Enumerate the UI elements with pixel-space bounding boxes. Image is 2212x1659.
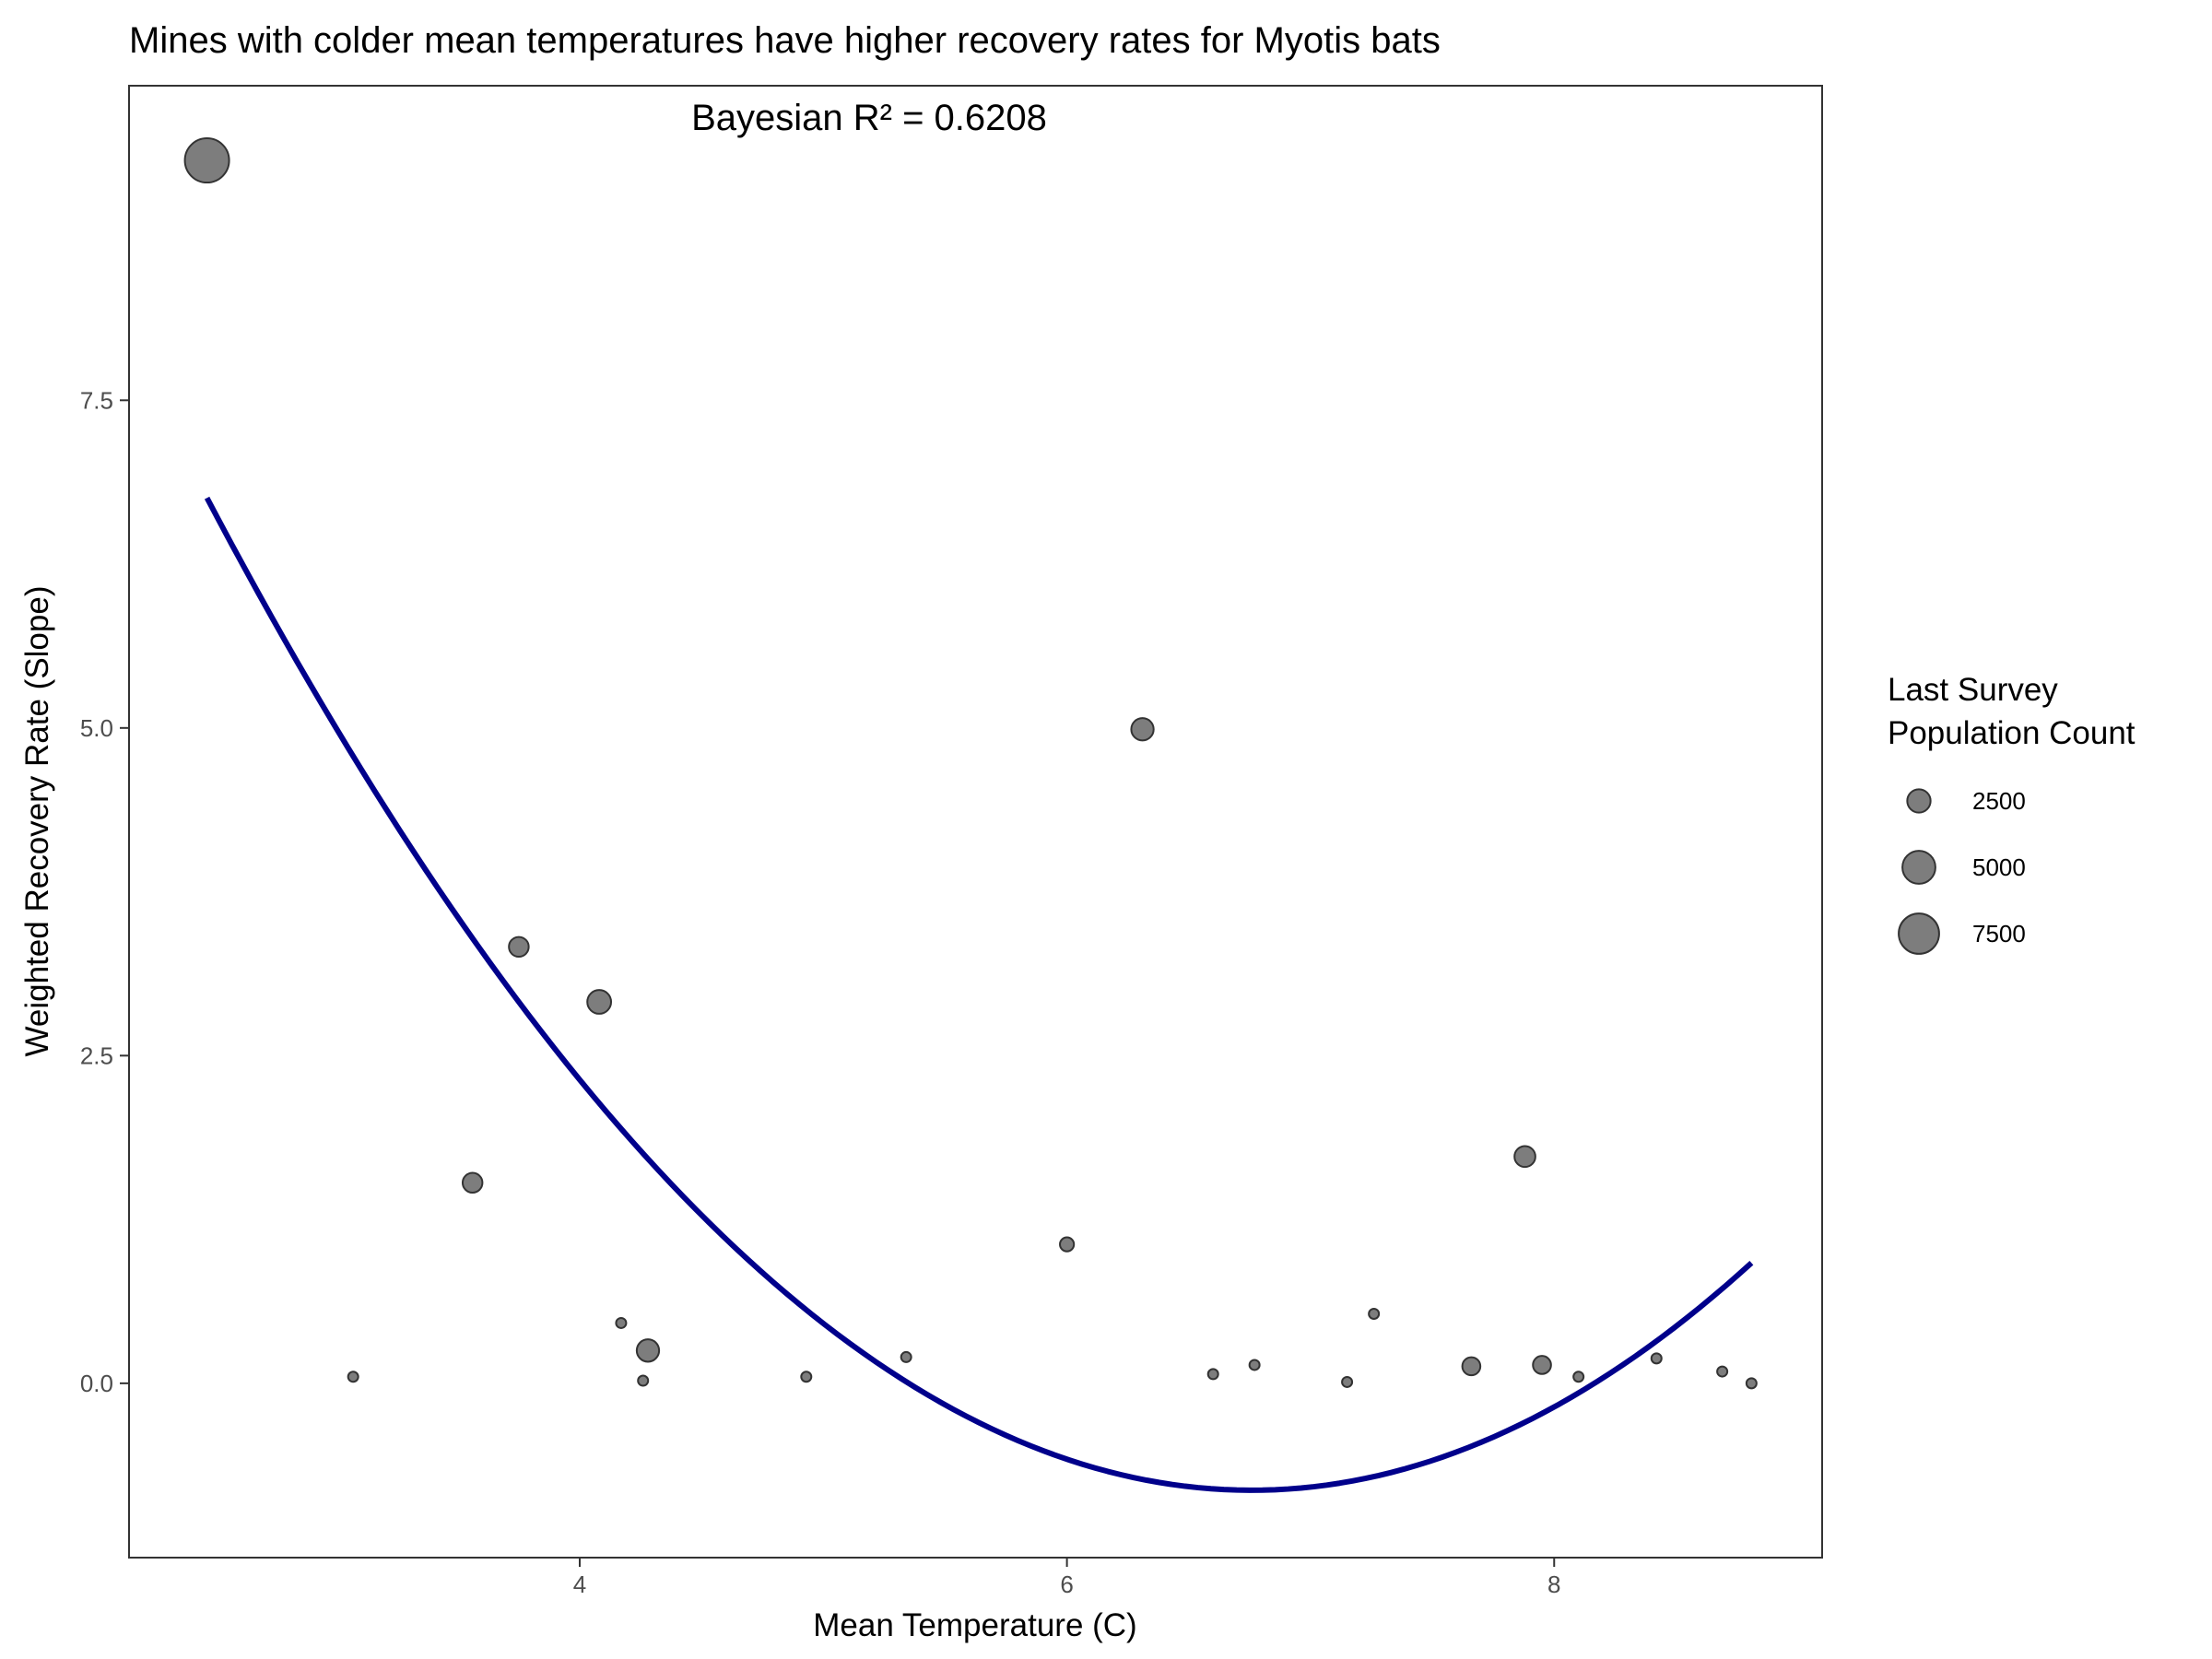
fit-curve	[204, 496, 1754, 1493]
data-point	[1206, 1368, 1219, 1381]
legend-label: 7500	[1972, 920, 2026, 947]
plot-panel	[129, 86, 1822, 1558]
data-point	[1716, 1365, 1729, 1378]
data-point	[461, 1171, 484, 1194]
chart-title: Mines with colder mean temperatures have…	[129, 20, 1441, 61]
data-point	[1248, 1359, 1261, 1371]
legend-label: 2500	[1972, 787, 2026, 815]
data-point	[508, 935, 530, 959]
legend: Last Survey Population Count 2500 5000 750…	[1888, 672, 2136, 955]
y-tick-label: 0.0	[80, 1370, 113, 1397]
data-point	[800, 1371, 813, 1383]
r2-annotation: Bayesian R² = 0.6208	[691, 98, 1047, 138]
data-point	[635, 1338, 661, 1363]
data-point	[1745, 1377, 1758, 1390]
y-axis-title: Weighted Recovery Rate (Slope)	[19, 586, 55, 1057]
data-point	[615, 1316, 628, 1329]
plot-border	[128, 85, 1823, 1559]
data-point	[1130, 717, 1155, 742]
data-point	[347, 1371, 359, 1383]
legend-entries: 2500 5000 7500	[1898, 787, 2026, 955]
x-axis: 4 6 8	[573, 1558, 1560, 1598]
legend-title: Last Survey Population Count	[1888, 672, 2136, 751]
data-point	[183, 137, 230, 184]
x-tick-label: 8	[1547, 1571, 1560, 1598]
y-tick-label: 5.0	[80, 714, 113, 742]
legend-key	[1906, 788, 1932, 814]
data-point	[1059, 1236, 1076, 1253]
data-point	[1513, 1145, 1536, 1169]
legend-title-line-1: Last Survey	[1888, 672, 2058, 708]
legend-title-line-2: Population Count	[1888, 715, 2136, 751]
legend-key	[1898, 912, 1940, 955]
data-point	[1461, 1356, 1482, 1377]
data-point	[1572, 1371, 1585, 1383]
data-point	[1650, 1352, 1663, 1365]
x-tick-label: 6	[1060, 1571, 1073, 1598]
data-point	[586, 989, 613, 1015]
legend-key	[1901, 850, 1936, 885]
x-axis-title: Mean Temperature (C)	[813, 1607, 1136, 1643]
data-point	[1532, 1355, 1552, 1375]
y-tick-label: 7.5	[80, 386, 113, 414]
data-point	[1341, 1375, 1354, 1388]
data-point	[637, 1374, 650, 1387]
x-tick-label: 4	[573, 1571, 586, 1598]
legend-label: 5000	[1972, 853, 2026, 881]
points-layer	[183, 137, 1758, 1390]
data-point	[900, 1350, 912, 1363]
y-axis: 0.0 2.5 5.0 7.5	[80, 386, 129, 1397]
y-tick-label: 2.5	[80, 1041, 113, 1069]
data-point	[1368, 1307, 1381, 1320]
